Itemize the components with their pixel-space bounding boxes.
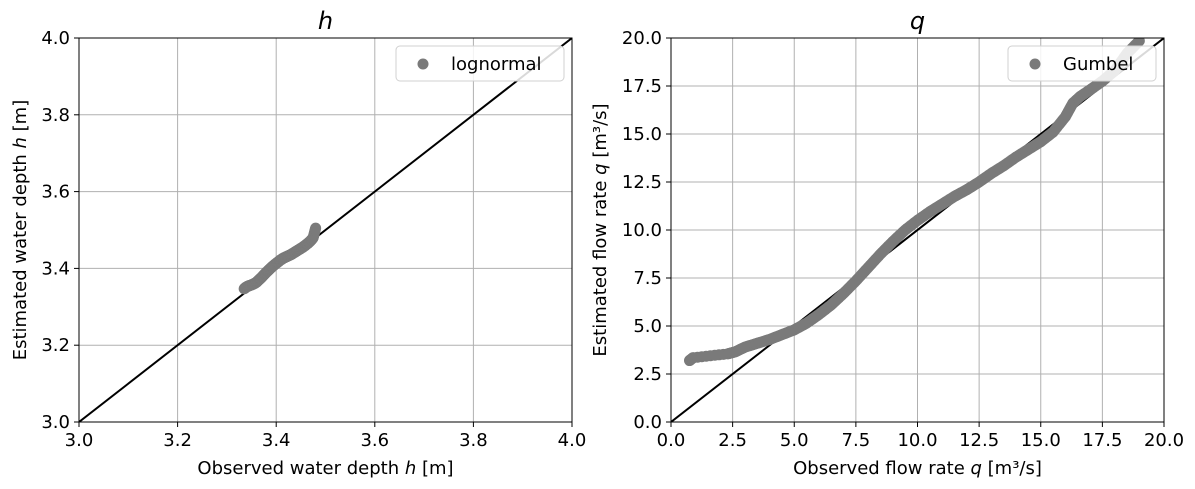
- scatter-series: [683, 38, 1145, 367]
- legend: Gumbel: [1007, 45, 1157, 82]
- y-tick-label: 5.0: [633, 316, 662, 337]
- x-tick-label: 4.0: [558, 430, 587, 451]
- legend-label: lognormal: [451, 54, 542, 75]
- y-tick-label: 3.6: [41, 182, 70, 203]
- data-point-fill: [309, 223, 321, 235]
- legend-box: [1007, 45, 1157, 82]
- y-tick-label: 15.0: [622, 124, 662, 145]
- y-tick-label: 20.0: [622, 28, 662, 49]
- data-point-fill: [1132, 38, 1144, 48]
- y-tick-label: 3.4: [41, 258, 70, 279]
- x-tick-label: 7.5: [842, 430, 871, 451]
- chart-title: q: [910, 7, 925, 35]
- chart-panel-flow: 0.0 2.5 5.0 7.5 10.0 12.5 15.0 17.5 20.0 0.0 2.5 5.…: [590, 7, 1184, 479]
- y-tick-label: 2.5: [633, 364, 662, 385]
- x-tick-label: 2.5: [718, 430, 747, 451]
- chart-title: h: [318, 7, 333, 35]
- y-tick-label: 3.8: [41, 105, 70, 126]
- x-axis-label: Observed water depth h [m]: [197, 458, 453, 479]
- y-axis-label: Estimated flow rate q [m³/s]: [590, 103, 611, 356]
- y-tick-label: 7.5: [633, 268, 662, 289]
- x-tick-label: 12.5: [959, 430, 999, 451]
- x-tick-label: 3.0: [65, 430, 94, 451]
- scatter-series: [238, 222, 322, 295]
- x-tick-label: 5.0: [780, 430, 809, 451]
- x-tick-label: 10.0: [897, 430, 937, 451]
- chart-panel-depth: 3.0 3.2 3.4 3.6 3.8 4.0 3.0 3.2 3.4 3.6 3.8 4.0 h Obs…: [10, 7, 586, 479]
- legend-box: [395, 45, 565, 82]
- x-axis-label: Observed flow rate q [m³/s]: [793, 458, 1042, 479]
- x-tick-label: 20.0: [1144, 430, 1184, 451]
- legend-marker-icon: [417, 58, 429, 70]
- x-tick-label: 0.0: [657, 430, 686, 451]
- legend-marker-icon: [1029, 58, 1041, 70]
- y-tick-label: 3.0: [41, 412, 70, 433]
- x-tick-label: 3.4: [262, 430, 291, 451]
- y-axis-label: Estimated water depth h [m]: [10, 100, 31, 361]
- x-tick-label: 15.0: [1021, 430, 1061, 451]
- x-tick-label: 17.5: [1082, 430, 1122, 451]
- plot-frame: [78, 37, 573, 423]
- y-tick-label: 17.5: [622, 76, 662, 97]
- x-tick-label: 3.6: [360, 430, 389, 451]
- y-tick-label: 4.0: [41, 28, 70, 49]
- x-tick-label: 3.2: [163, 430, 192, 451]
- y-tick-label: 12.5: [622, 172, 662, 193]
- legend-label: Gumbel: [1063, 54, 1133, 75]
- legend: lognormal: [395, 45, 565, 82]
- identity-line: [79, 38, 572, 422]
- y-tick-label: 10.0: [622, 220, 662, 241]
- y-tick-label: 0.0: [633, 412, 662, 433]
- x-tick-label: 3.8: [459, 430, 488, 451]
- y-tick-label: 3.2: [41, 335, 70, 356]
